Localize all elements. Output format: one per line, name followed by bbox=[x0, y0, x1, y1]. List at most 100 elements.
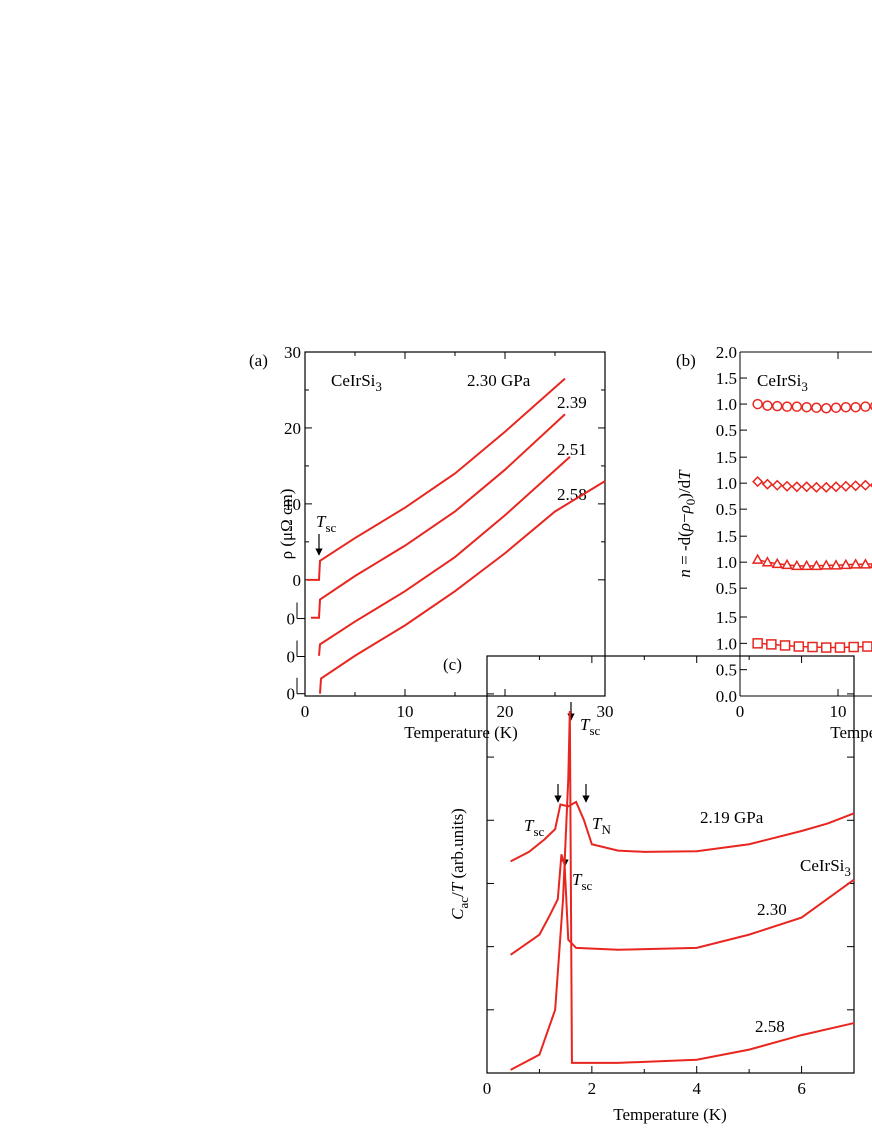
y-tick-label: 0.5 bbox=[716, 421, 737, 440]
y-tick-label: 1.0 bbox=[716, 474, 737, 493]
marker bbox=[781, 480, 793, 492]
x-tick-label: 0 bbox=[736, 702, 745, 721]
label-part: T bbox=[675, 469, 694, 480]
series-label: 2.58 bbox=[755, 1017, 785, 1036]
marker bbox=[781, 558, 793, 570]
data-line bbox=[510, 710, 855, 1071]
label-part: ρ bbox=[675, 505, 694, 514]
y-tick-label: 0.0 bbox=[716, 687, 737, 706]
axes-frame bbox=[486, 655, 855, 1074]
annotation: Tsc bbox=[316, 512, 337, 535]
y-tick-label: 0 bbox=[287, 648, 296, 667]
marker bbox=[766, 639, 777, 650]
y-tick-label: 1.5 bbox=[716, 527, 737, 546]
annotation: Tsc bbox=[572, 870, 593, 893]
marker bbox=[801, 481, 813, 493]
data-line bbox=[311, 413, 566, 619]
y-tick-label: 0.5 bbox=[716, 500, 737, 519]
marker bbox=[859, 558, 872, 569]
data-line bbox=[307, 377, 566, 581]
marker bbox=[807, 641, 818, 653]
marker bbox=[850, 401, 861, 413]
marker bbox=[830, 402, 842, 413]
marker bbox=[860, 401, 871, 412]
marker bbox=[800, 559, 813, 571]
y-tick-label: 1.5 bbox=[716, 608, 737, 627]
series-label: 2.39 bbox=[557, 393, 587, 412]
marker bbox=[820, 642, 832, 653]
y-tick-label: 10 bbox=[284, 495, 301, 514]
x-tick-label: 30 bbox=[597, 702, 614, 721]
panel-label: (a) bbox=[249, 351, 268, 370]
label-part: ρ bbox=[675, 523, 694, 532]
marker bbox=[859, 479, 872, 491]
label-part: / bbox=[448, 892, 467, 897]
data-line bbox=[319, 480, 606, 694]
marker bbox=[811, 402, 822, 413]
marker bbox=[820, 559, 833, 570]
x-axis-label: Temperature (K) bbox=[613, 1105, 727, 1124]
label-part: − bbox=[675, 513, 694, 523]
marker bbox=[752, 398, 763, 410]
x-tick-label: 0 bbox=[301, 702, 310, 721]
x-tick-label: 10 bbox=[830, 702, 847, 721]
marker bbox=[834, 642, 846, 653]
marker bbox=[752, 476, 764, 488]
marker bbox=[830, 559, 842, 570]
x-tick-label: 20 bbox=[497, 702, 514, 721]
y-tick-label: 20 bbox=[284, 419, 301, 438]
x-axis-label: Temperature (K) bbox=[404, 723, 518, 742]
annotation: Tsc bbox=[580, 715, 601, 738]
label-part: ac bbox=[456, 897, 471, 909]
y-tick-label: 1.0 bbox=[716, 395, 737, 414]
y-tick-label: 0 bbox=[293, 571, 302, 590]
y-tick-label: 0 bbox=[287, 610, 296, 629]
y-tick-label: 1.5 bbox=[716, 448, 737, 467]
marker bbox=[771, 400, 783, 412]
marker bbox=[761, 478, 774, 490]
marker bbox=[791, 401, 803, 412]
x-tick-label: 0 bbox=[483, 1079, 492, 1098]
marker bbox=[840, 480, 852, 492]
y-tick-label: 2.0 bbox=[716, 343, 737, 362]
x-tick-label: 4 bbox=[692, 1079, 701, 1098]
x-tick-label: 2 bbox=[588, 1079, 597, 1098]
marker bbox=[801, 401, 812, 413]
marker bbox=[781, 401, 793, 412]
y-axis-label: ρ (μΩ cm) bbox=[277, 489, 296, 560]
marker bbox=[779, 640, 791, 651]
y-tick-label: 1.5 bbox=[716, 369, 737, 388]
annotation: TN bbox=[592, 814, 611, 837]
y-tick-label: 30 bbox=[284, 343, 301, 362]
data-line bbox=[318, 456, 571, 656]
series-label: 2.30 bbox=[757, 900, 787, 919]
series-label: 2.30 GPa bbox=[467, 371, 531, 390]
marker bbox=[848, 641, 859, 653]
marker bbox=[820, 481, 832, 493]
series-label: 2.51 bbox=[557, 440, 587, 459]
sample-label: CeIrSi3 bbox=[331, 371, 382, 394]
marker bbox=[810, 481, 823, 493]
sample-label: CeIrSi3 bbox=[757, 371, 808, 394]
marker bbox=[820, 402, 832, 414]
marker bbox=[830, 481, 842, 493]
marker bbox=[752, 638, 763, 649]
marker bbox=[791, 481, 803, 493]
y-tick-label: 1.0 bbox=[716, 553, 737, 572]
marker bbox=[771, 479, 783, 491]
y-axis-label: Cac/T (arb.units) bbox=[448, 808, 471, 920]
label-part: C bbox=[448, 908, 467, 920]
y-tick-label: 0.5 bbox=[716, 579, 737, 598]
y-tick-label: 0 bbox=[287, 685, 296, 704]
x-tick-label: 10 bbox=[397, 702, 414, 721]
data-line bbox=[510, 854, 855, 956]
marker bbox=[850, 480, 862, 492]
data-line bbox=[510, 800, 855, 863]
marker bbox=[762, 400, 773, 411]
x-axis-label: Temperature (K) bbox=[830, 723, 872, 742]
marker bbox=[791, 559, 803, 571]
panel-label: (c) bbox=[443, 655, 462, 674]
label-part: (arb.units) bbox=[448, 808, 467, 883]
